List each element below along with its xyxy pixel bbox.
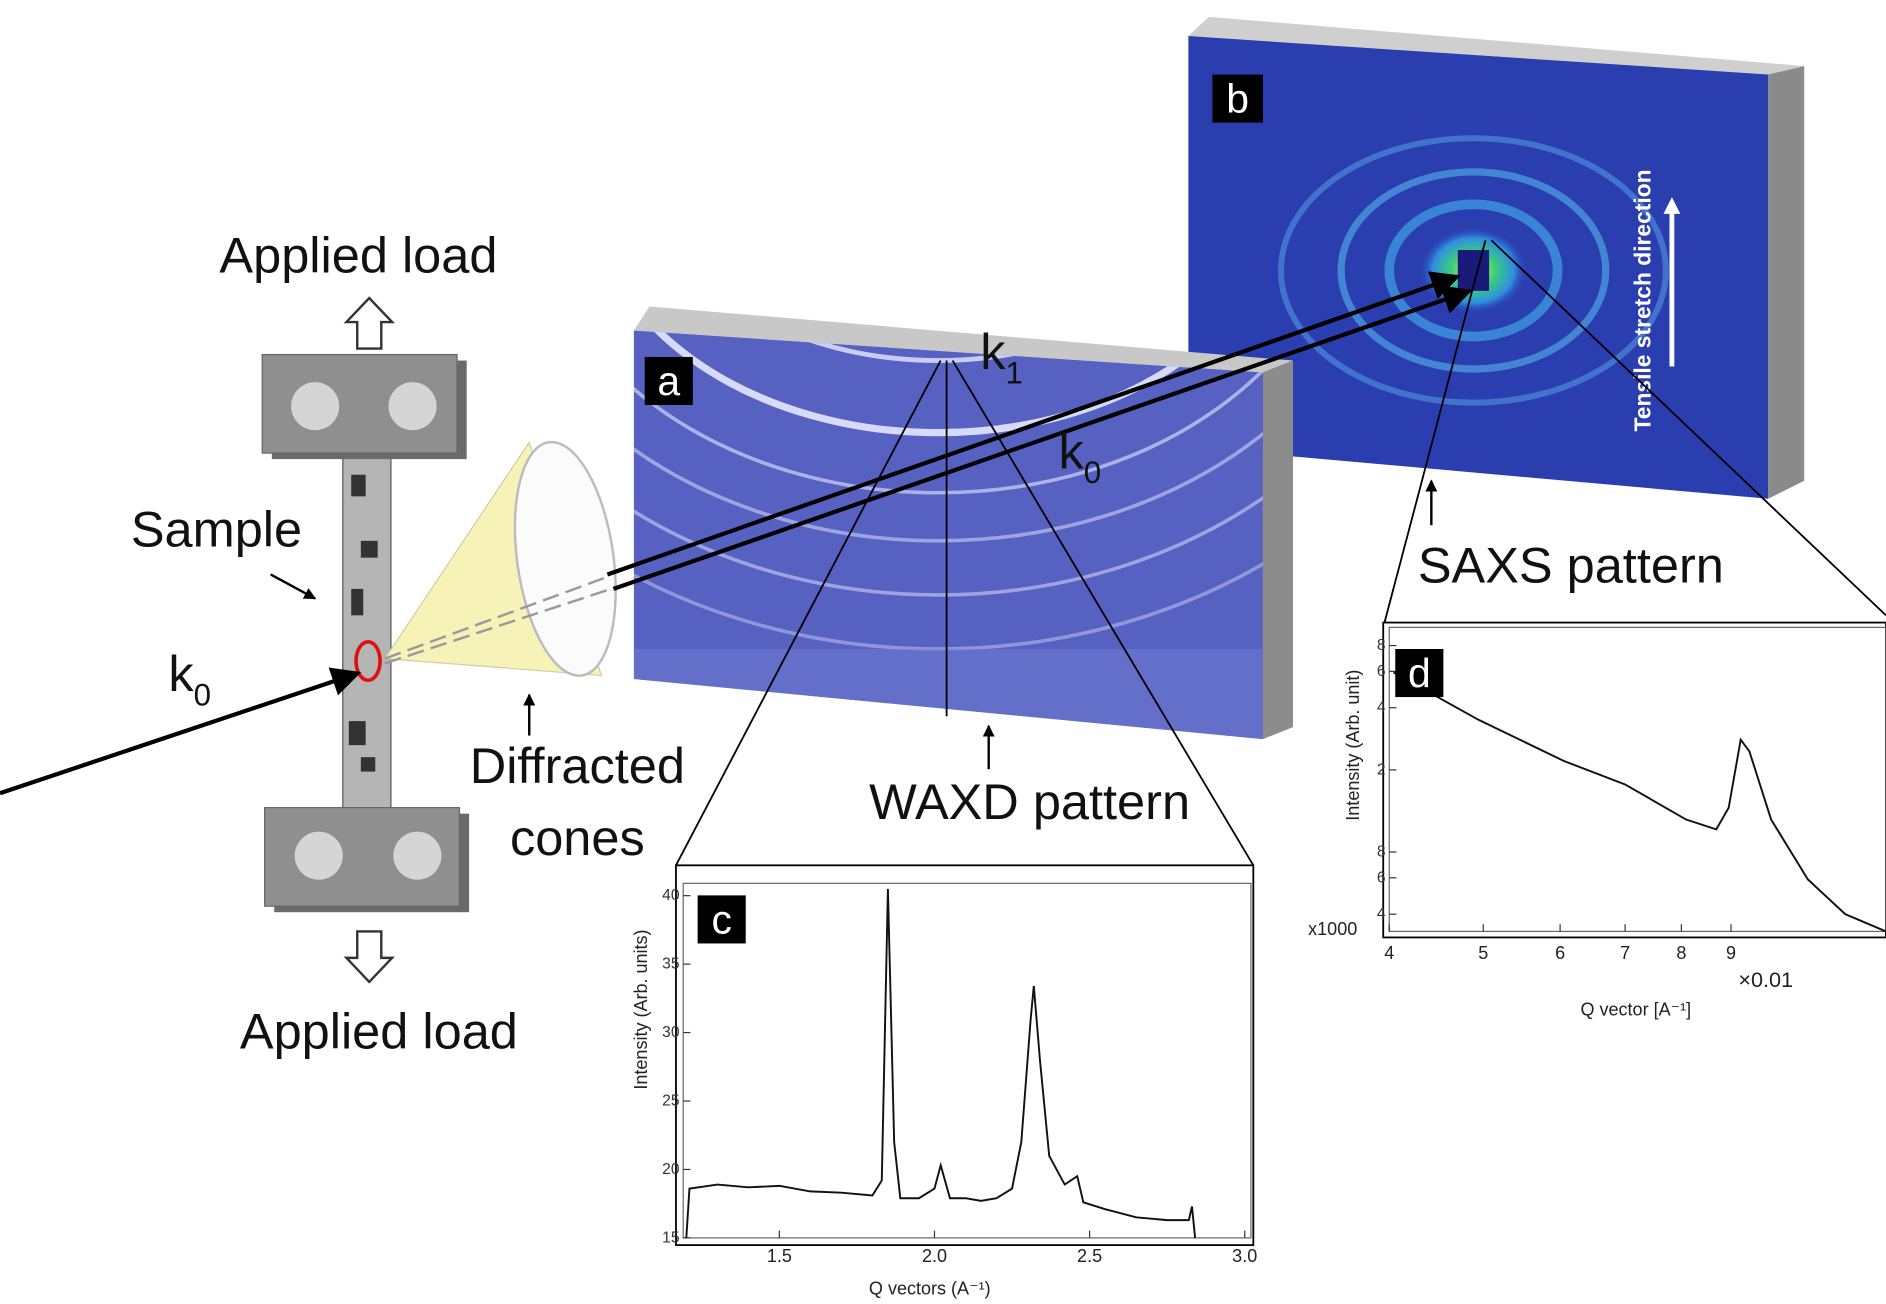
- page: Tensile stretch direction: [0, 0, 1886, 1304]
- x-tick-label: 3.0: [1232, 1246, 1257, 1266]
- x-tick-label: 4: [1384, 943, 1394, 963]
- x-tick-label: 6: [1555, 943, 1565, 963]
- saxs-label: SAXS pattern: [1418, 536, 1724, 593]
- y-axis-label: Intensity (Arb. units): [631, 929, 651, 1089]
- panel-letter: c: [711, 896, 731, 942]
- cones-label: cones: [510, 809, 645, 866]
- cones-label: Diffracted: [470, 737, 685, 794]
- x-axis-label: Q vector [A⁻¹]: [1580, 1000, 1691, 1020]
- k0-label: k0: [168, 645, 211, 712]
- x-multiplier: ×0.01: [1738, 967, 1793, 992]
- y-tick-label: 4: [1377, 699, 1386, 716]
- y-tick-label: 35: [662, 956, 680, 973]
- y-axis-label: Intensity (Arb. unit): [1343, 670, 1363, 821]
- y-tick-label: 8: [1377, 844, 1386, 861]
- x-tick-label: 7: [1620, 943, 1630, 963]
- x-tick-label: 5: [1478, 943, 1488, 963]
- applied-load-label: Applied load: [219, 226, 497, 283]
- x-tick-label: 2.0: [922, 1246, 947, 1266]
- x-axis-label: Q vectors (A⁻¹): [869, 1278, 991, 1298]
- x-tick-label: 1.5: [767, 1246, 792, 1266]
- panel-letter: d: [1408, 650, 1431, 696]
- y-tick-label: 2: [1377, 761, 1386, 778]
- y-tick-label: 25: [662, 1093, 680, 1110]
- diffraction-cone: [385, 436, 629, 683]
- y-tick-label: 6: [1377, 663, 1386, 680]
- figure: Tensile stretch direction: [0, 0, 1886, 1304]
- waxd-label: WAXD pattern: [869, 773, 1190, 830]
- applied-load-label: Applied load: [240, 1003, 518, 1060]
- plot-d-frame: [1383, 623, 1886, 938]
- panel-letter: b: [1226, 76, 1249, 122]
- y-multiplier: x1000: [1308, 919, 1357, 939]
- panel-letter: a: [657, 358, 680, 404]
- sample-label: Sample: [131, 500, 302, 557]
- x-tick-label: 2.5: [1077, 1246, 1102, 1266]
- y-tick-label: 4: [1377, 906, 1386, 923]
- y-tick-label: 8: [1377, 637, 1386, 654]
- y-tick-label: 20: [662, 1161, 680, 1178]
- plot-c-frame: [676, 865, 1253, 1245]
- y-tick-label: 6: [1377, 869, 1386, 886]
- y-tick-label: 30: [662, 1024, 680, 1041]
- x-tick-label: 9: [1726, 943, 1736, 963]
- x-tick-label: 8: [1676, 943, 1686, 963]
- y-tick-label: 40: [662, 887, 680, 904]
- y-tick-label: 15: [662, 1229, 680, 1246]
